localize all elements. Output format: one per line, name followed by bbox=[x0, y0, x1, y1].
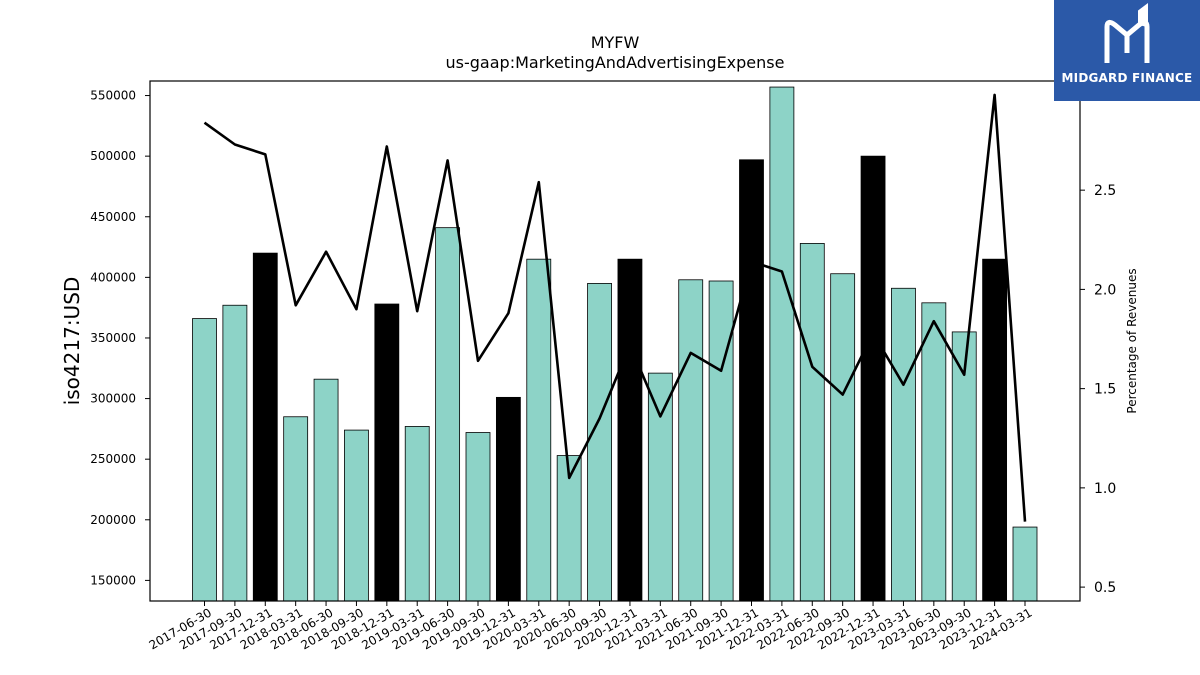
bar-2022-09-30 bbox=[830, 273, 856, 602]
bar-2018-09-30 bbox=[344, 429, 369, 602]
y2-tick-label: 1.5 bbox=[1094, 382, 1116, 398]
brand-logo: MIDGARD FINANCE bbox=[1054, 0, 1200, 101]
bar-2017-06-30 bbox=[192, 318, 217, 602]
percentage-line bbox=[203, 93, 1027, 522]
y-tick-label: 350000 bbox=[90, 331, 136, 345]
bar-2023-09-30 bbox=[951, 331, 977, 602]
y-tick-label: 300000 bbox=[90, 392, 136, 406]
y-tick-label: 400000 bbox=[90, 270, 136, 284]
y2-tick-label: 2.0 bbox=[1094, 282, 1116, 298]
chart-subtitle: us-gaap:MarketingAndAdvertisingExpense bbox=[446, 53, 785, 72]
bar-2022-12-31 bbox=[860, 155, 886, 602]
line-series bbox=[203, 93, 1027, 522]
y-tick-label: 450000 bbox=[90, 210, 136, 224]
bar-2023-12-31 bbox=[982, 258, 1008, 602]
bar-2017-09-30 bbox=[222, 304, 248, 602]
bar-2021-06-30 bbox=[678, 279, 704, 602]
chart-title: MYFW bbox=[591, 33, 640, 52]
y-tick-label: 150000 bbox=[90, 573, 136, 587]
bar-2017-12-31 bbox=[252, 252, 278, 602]
bar-series bbox=[192, 86, 1038, 602]
bar-2020-09-30 bbox=[587, 283, 612, 602]
y-axis-label: iso4217:USD bbox=[60, 277, 84, 406]
bar-2022-03-31 bbox=[769, 86, 795, 602]
x-axis: 2017-06-302017-09-302017-12-312018-03-31… bbox=[147, 601, 1035, 652]
y2-tick-label: 2.5 bbox=[1094, 183, 1116, 199]
bar-2021-09-30 bbox=[708, 280, 734, 602]
y2-tick-label: 1.0 bbox=[1094, 481, 1116, 497]
bar-2018-06-30 bbox=[313, 378, 339, 602]
bar-2019-03-31 bbox=[404, 426, 430, 602]
y-tick-label: 550000 bbox=[90, 89, 136, 103]
bar-2019-09-30 bbox=[465, 432, 491, 602]
y2-tick-label: 0.5 bbox=[1094, 580, 1116, 596]
y-tick-label: 250000 bbox=[90, 452, 136, 466]
bar-2023-06-30 bbox=[921, 302, 947, 602]
y2-axis-label: Percentage of Revenues bbox=[1125, 268, 1139, 413]
brand-name: MIDGARD FINANCE bbox=[1061, 71, 1193, 85]
bar-2024-03-31 bbox=[1012, 526, 1038, 602]
bar-2019-06-30 bbox=[435, 227, 461, 602]
bar-2020-12-31 bbox=[617, 258, 643, 602]
y-tick-label: 500000 bbox=[90, 149, 136, 163]
midgard-m-icon bbox=[1104, 3, 1150, 63]
plot-frame bbox=[149, 80, 1081, 602]
bar-2020-06-30 bbox=[556, 455, 582, 602]
bar-2021-12-31 bbox=[739, 159, 764, 602]
bar-2020-03-31 bbox=[526, 258, 552, 602]
bar-2021-03-31 bbox=[647, 372, 673, 602]
bar-2019-12-31 bbox=[495, 396, 521, 602]
y-tick-label: 200000 bbox=[90, 513, 136, 527]
bar-2022-06-30 bbox=[799, 243, 825, 602]
bar-2018-12-31 bbox=[374, 303, 400, 602]
bar-2018-03-31 bbox=[283, 416, 309, 602]
y-axis: 150000 200000 250000 300000 350000 400000 4500… bbox=[90, 89, 150, 587]
y2-axis: 0.51.01.52.02.53.0 bbox=[1080, 84, 1116, 596]
bar-2023-03-31 bbox=[891, 287, 916, 602]
